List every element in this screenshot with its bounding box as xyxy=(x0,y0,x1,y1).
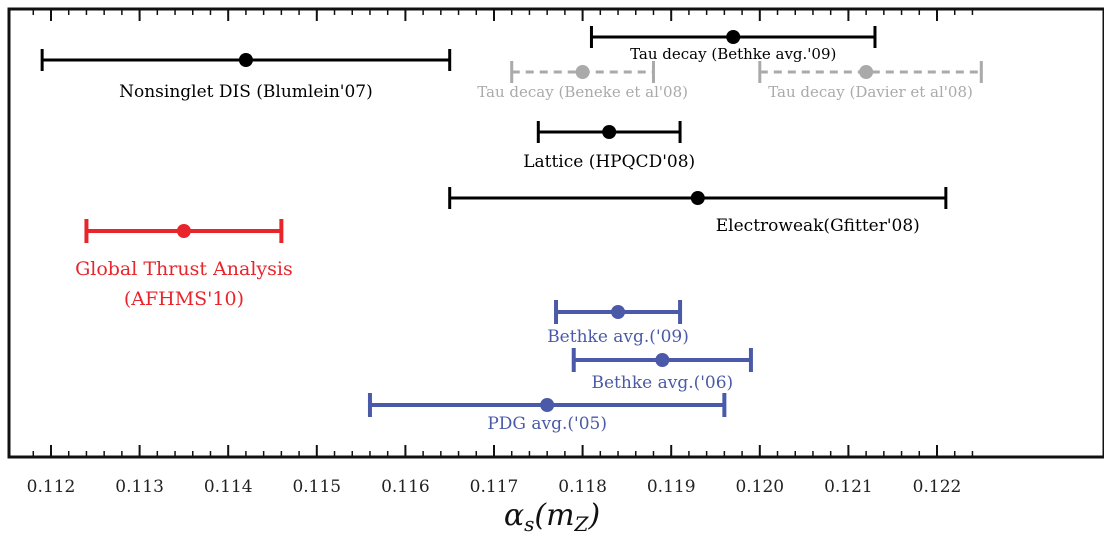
central-value-point xyxy=(602,125,617,139)
x-axis-tick-labels: 0.112 0.113 0.114 0.115 0.116 0.117 0.118 0.119… xyxy=(27,477,962,497)
error-bar-4: Lattice (HPQCD'08) xyxy=(523,121,695,172)
central-value-point xyxy=(540,398,555,412)
error-bar-6: Global Thrust Analysis (AFHMS'10) xyxy=(75,219,293,310)
series-label: Tau decay (Bethke avg.'09) xyxy=(630,45,836,63)
x-axis-title: αs(mZ) xyxy=(504,498,600,533)
x-tick-label: 0.117 xyxy=(470,477,519,497)
series-label: Electroweak(Gfitter'08) xyxy=(716,216,920,236)
central-value-point xyxy=(238,53,253,67)
plot-frame xyxy=(7,7,1104,459)
x-tick-label: 0.118 xyxy=(558,477,607,497)
central-value-point xyxy=(859,65,874,79)
error-bar-1: Nonsinglet DIS (Blumlein'07) xyxy=(40,49,452,102)
x-tick-label: 0.114 xyxy=(204,477,253,497)
series-label: Nonsinglet DIS (Blumlein'07) xyxy=(119,82,373,102)
plot-border xyxy=(7,7,1104,459)
series-label-line2: (AFHMS'10) xyxy=(124,288,244,310)
series-label: PDG avg.('05) xyxy=(487,414,607,434)
error-bar-9: PDG avg.('05) xyxy=(367,393,727,434)
error-bars: Tau decay (Bethke avg.'09) Nonsinglet DIS… xyxy=(40,26,983,434)
error-bar-0: Tau decay (Bethke avg.'09) xyxy=(589,26,877,63)
x-tick-label: 0.115 xyxy=(292,477,341,497)
x-axis-ticks xyxy=(32,9,974,457)
error-bar-5: Electroweak(Gfitter'08) xyxy=(448,187,948,236)
error-bar-2: Tau decay (Beneke et al'08) xyxy=(477,61,688,101)
series-label: Global Thrust Analysis xyxy=(75,258,293,280)
series-label: Tau decay (Davier et al'08) xyxy=(768,83,973,101)
error-bar-7: Bethke avg.('09) xyxy=(547,300,689,347)
central-value-point xyxy=(726,30,741,44)
x-tick-label: 0.119 xyxy=(647,477,696,497)
series-label: Lattice (HPQCD'08) xyxy=(523,152,695,172)
error-bar-3: Tau decay (Davier et al'08) xyxy=(758,61,983,101)
x-tick-label: 0.120 xyxy=(735,477,784,497)
x-tick-label: 0.113 xyxy=(115,477,164,497)
series-label: Bethke avg.('06) xyxy=(591,373,733,393)
x-tick-label: 0.112 xyxy=(27,477,76,497)
central-value-point xyxy=(655,353,670,367)
x-tick-label: 0.122 xyxy=(913,477,962,497)
x-tick-label: 0.121 xyxy=(824,477,873,497)
central-value-point xyxy=(575,65,590,79)
x-tick-label: 0.116 xyxy=(381,477,430,497)
central-value-point xyxy=(611,305,626,319)
error-bar-8: Bethke avg.('06) xyxy=(571,348,753,393)
series-label: Bethke avg.('09) xyxy=(547,327,689,347)
central-value-point xyxy=(176,224,191,238)
central-value-point xyxy=(690,191,705,205)
series-label: Tau decay (Beneke et al'08) xyxy=(477,83,688,101)
